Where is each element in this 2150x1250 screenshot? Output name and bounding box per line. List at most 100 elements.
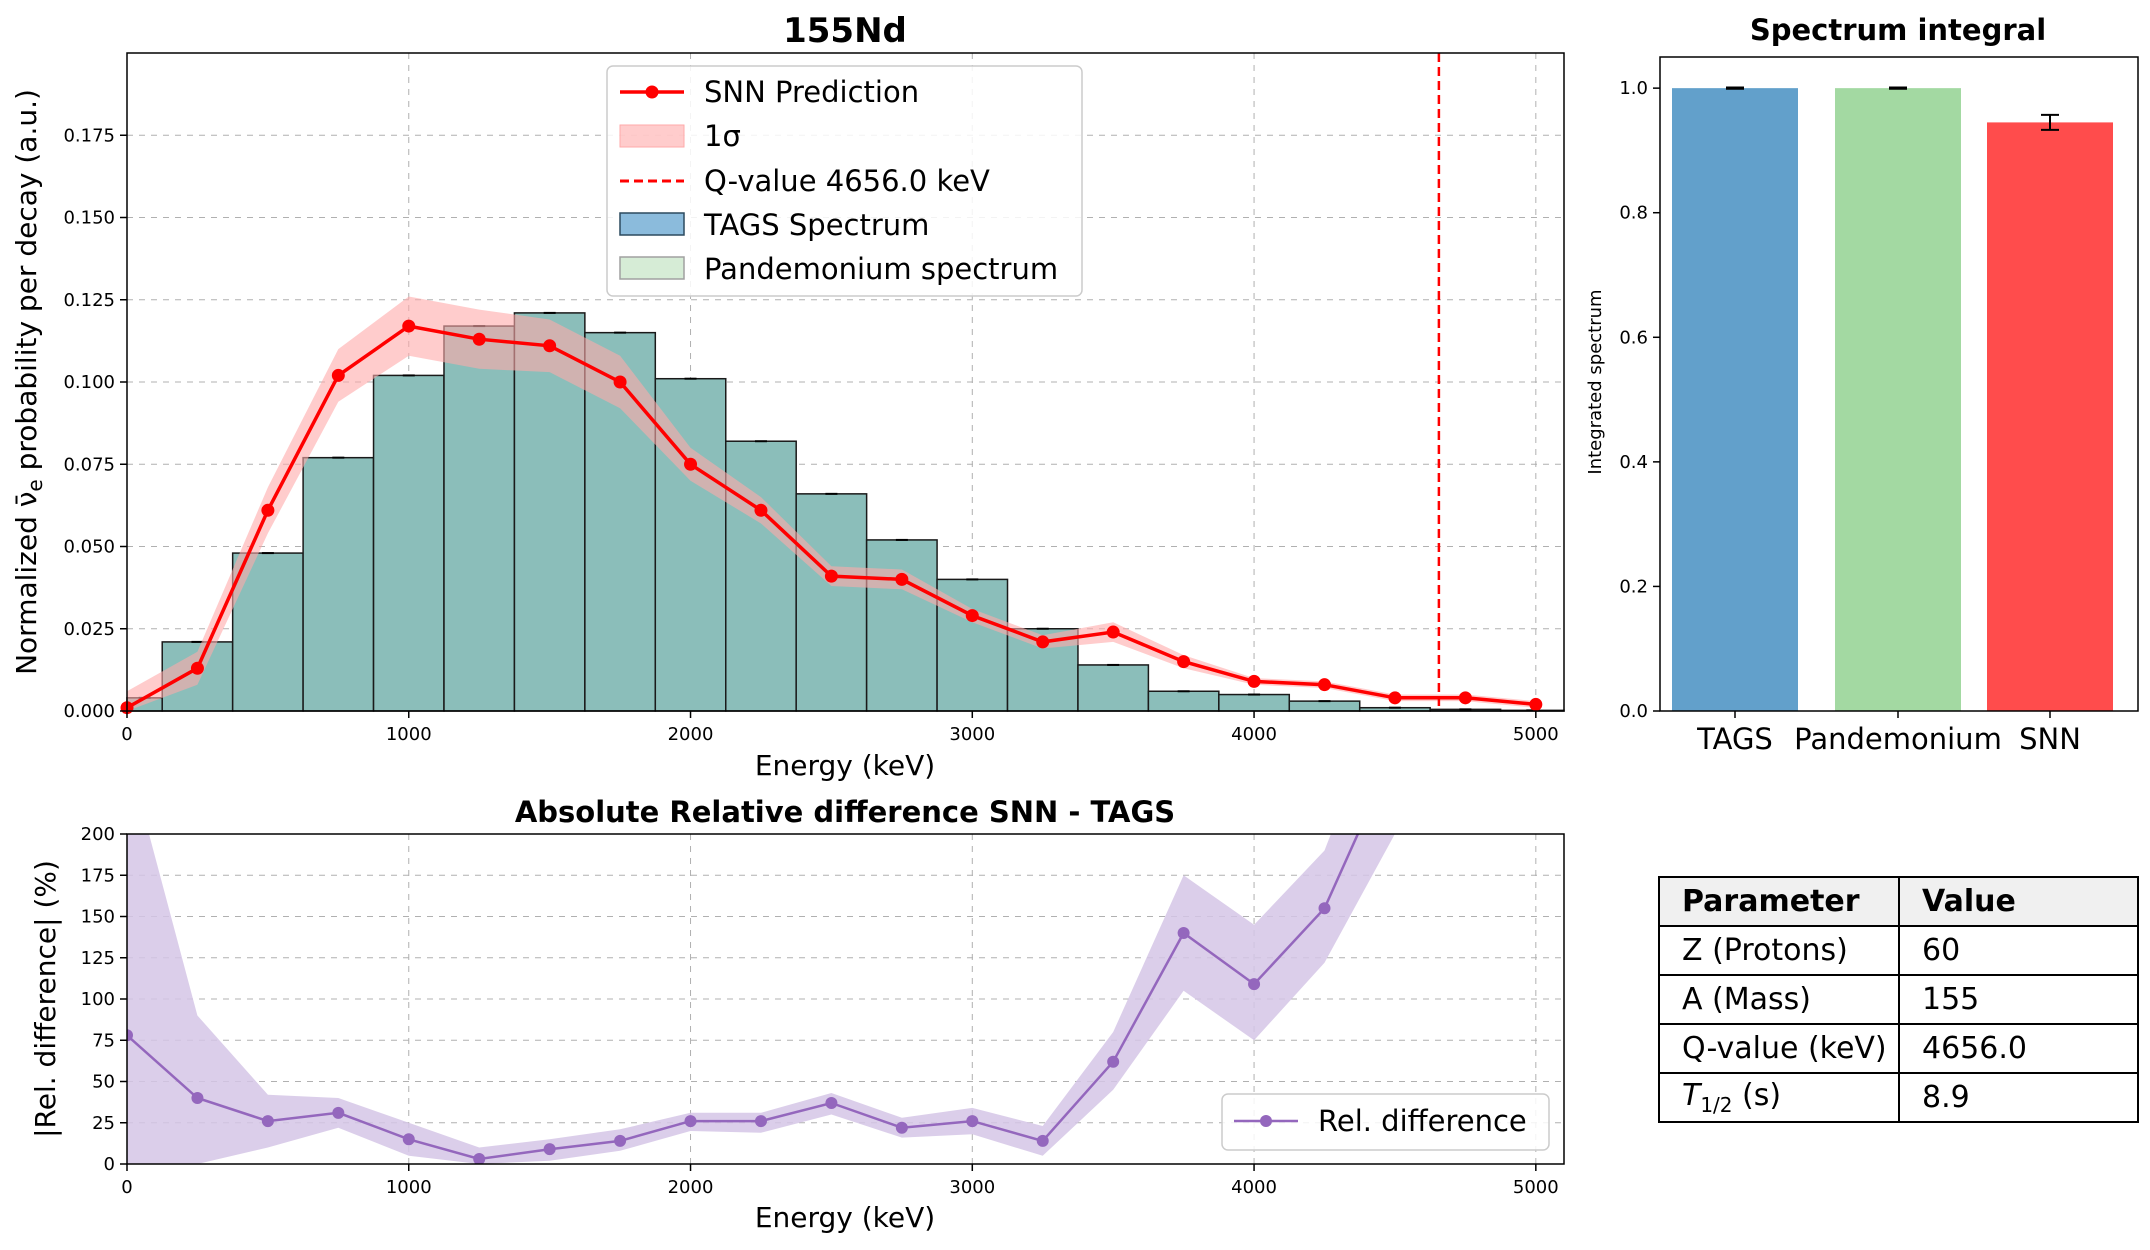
snn-prediction-point: [754, 503, 768, 517]
reldiff-point: [332, 1106, 345, 1119]
main-ytick-label: 0.000: [63, 701, 115, 722]
tags-bar: [443, 325, 516, 712]
reldiff-xtick-label: 5000: [1513, 1177, 1559, 1198]
tags-bar: [1218, 693, 1291, 712]
integral-xtick-label: TAGS: [1696, 722, 1773, 756]
snn-prediction-point: [824, 569, 838, 583]
main-xtick-label: 2000: [668, 724, 714, 745]
halflife-unit: (s): [1732, 1078, 1782, 1113]
table-cell-param: T1/2 (s): [1658, 1072, 1900, 1123]
tags-bar: [302, 456, 375, 712]
tags-bar: [865, 539, 938, 712]
legend-sigma-swatch: [619, 124, 685, 148]
legend-reldiff-marker: [1260, 1115, 1272, 1127]
legend-tags-label: TAGS Spectrum: [703, 208, 929, 242]
snn-prediction-point: [1036, 635, 1050, 649]
reldiff-point: [1248, 978, 1261, 991]
legend-pandemonium-swatch: [619, 256, 685, 280]
legend-qvalue-label: Q-value 4656.0 keV: [704, 164, 990, 198]
tags-bar: [1147, 690, 1220, 712]
main-chart: 155Nd 0 1000 2000 3000 4000 5000 0.000 0.025 0.…: [10, 11, 1565, 782]
main-legend: SNN Prediction 1σ Q-value 4656.0 keV TAG…: [606, 65, 1083, 297]
reldiff-ytick-label: 0: [104, 1154, 115, 1175]
reldiff-point: [1177, 927, 1190, 939]
reldiff-ytick-label: 150: [81, 907, 115, 928]
reldiff-point: [966, 1115, 979, 1128]
snn-prediction-point: [331, 368, 345, 382]
snn-prediction-point: [472, 332, 486, 346]
main-xlabel: Energy (keV): [755, 749, 935, 782]
tags-bar: [1288, 700, 1361, 712]
reldiff-point: [754, 1115, 767, 1128]
integral-bar: [1987, 122, 2113, 711]
reldiff-band: [127, 834, 1395, 1164]
reldiff-xtick-label: 4000: [1231, 1177, 1277, 1198]
table-row: Z (Protons) 60: [1658, 925, 2139, 976]
integral-chart: Spectrum integral 0.0 0.2 0.4 0.6 0.8 1.0 TAG…: [1585, 13, 2139, 756]
reldiff-xtick-label: 2000: [668, 1177, 714, 1198]
reldiff-xtick-label: 3000: [949, 1177, 995, 1198]
snn-prediction-point: [684, 457, 698, 471]
table-cell-param: A (Mass): [1658, 974, 1900, 1025]
integral-ytick-label: 0.4: [1619, 452, 1648, 473]
reldiff-point: [191, 1092, 204, 1104]
integral-ytick-label: 0.2: [1619, 576, 1648, 597]
tags-bar: [1077, 664, 1150, 712]
legend-tags-swatch: [619, 212, 685, 236]
snn-prediction-point: [190, 661, 204, 675]
integral-ylabel: Integrated spectrum: [1585, 289, 1606, 474]
reldiff-point: [127, 1029, 133, 1042]
snn-prediction-point: [965, 609, 979, 623]
integral-ytick-label: 0.0: [1619, 701, 1648, 722]
reldiff-ytick-label: 175: [81, 865, 115, 886]
main-xtick-label: 5000: [1513, 724, 1559, 745]
reldiff-ytick-label: 75: [92, 1030, 115, 1051]
main-ytick-label: 0.100: [63, 372, 115, 393]
snn-prediction-point: [1388, 691, 1402, 705]
parameter-table: Parameter Value Z (Protons) 60 A (Mass) …: [1658, 876, 2139, 1123]
tags-bar: [795, 493, 868, 712]
reldiff-ylabel: |Rel. difference| (%): [29, 860, 62, 1138]
reldiff-point: [1036, 1134, 1049, 1147]
legend-sigma-label: 1σ: [704, 119, 741, 153]
main-ytick-label: 0.150: [63, 208, 115, 229]
main-xtick-label: 0: [121, 724, 132, 745]
reldiff-point: [684, 1115, 697, 1128]
reldiff-chart: Absolute Relative difference SNN - TAGS …: [29, 795, 1565, 1234]
table-cell-param: Q-value (keV): [1658, 1023, 1900, 1074]
reldiff-ytick-label: 200: [81, 824, 115, 845]
table-header-row: Parameter Value: [1658, 876, 2139, 927]
table-cell-value: 155: [1898, 974, 2139, 1025]
table-row: Q-value (keV) 4656.0: [1658, 1023, 2139, 1074]
reldiff-point: [614, 1134, 627, 1147]
snn-prediction-point: [261, 503, 275, 517]
snn-prediction-point: [1177, 655, 1191, 669]
table-cell-value: 4656.0: [1898, 1023, 2139, 1074]
main-title: 155Nd: [783, 11, 907, 51]
table-cell-param: Z (Protons): [1658, 925, 1900, 976]
reldiff-ytick-label: 25: [92, 1113, 115, 1134]
snn-prediction-point: [543, 339, 557, 353]
reldiff-point: [825, 1096, 838, 1109]
integral-ytick-label: 1.0: [1619, 78, 1648, 99]
reldiff-point: [402, 1133, 415, 1146]
table-header-value: Value: [1898, 876, 2139, 927]
snn-prediction-point: [402, 319, 416, 333]
reldiff-point: [543, 1143, 556, 1156]
legend-snn-marker: [645, 85, 659, 99]
reldiff-xtick-label: 1000: [386, 1177, 432, 1198]
integral-bar: [1835, 88, 1961, 711]
reldiff-xtick-label: 0: [121, 1177, 132, 1198]
main-ytick-label: 0.125: [63, 290, 115, 311]
main-ylabel-nu: ν̄: [10, 492, 43, 508]
reldiff-ytick-label: 50: [92, 1072, 115, 1093]
snn-prediction-point: [1529, 697, 1543, 711]
reldiff-xlabel: Energy (keV): [755, 1201, 935, 1234]
reldiff-ytick-label: 100: [81, 989, 115, 1010]
main-ytick-label: 0.050: [63, 537, 115, 558]
integral-plot-frame: [1659, 56, 2139, 712]
halflife-subscript: 1/2: [1700, 1093, 1733, 1117]
reldiff-legend: Rel. difference: [1221, 1093, 1550, 1151]
legend-snn-label: SNN Prediction: [704, 75, 919, 109]
